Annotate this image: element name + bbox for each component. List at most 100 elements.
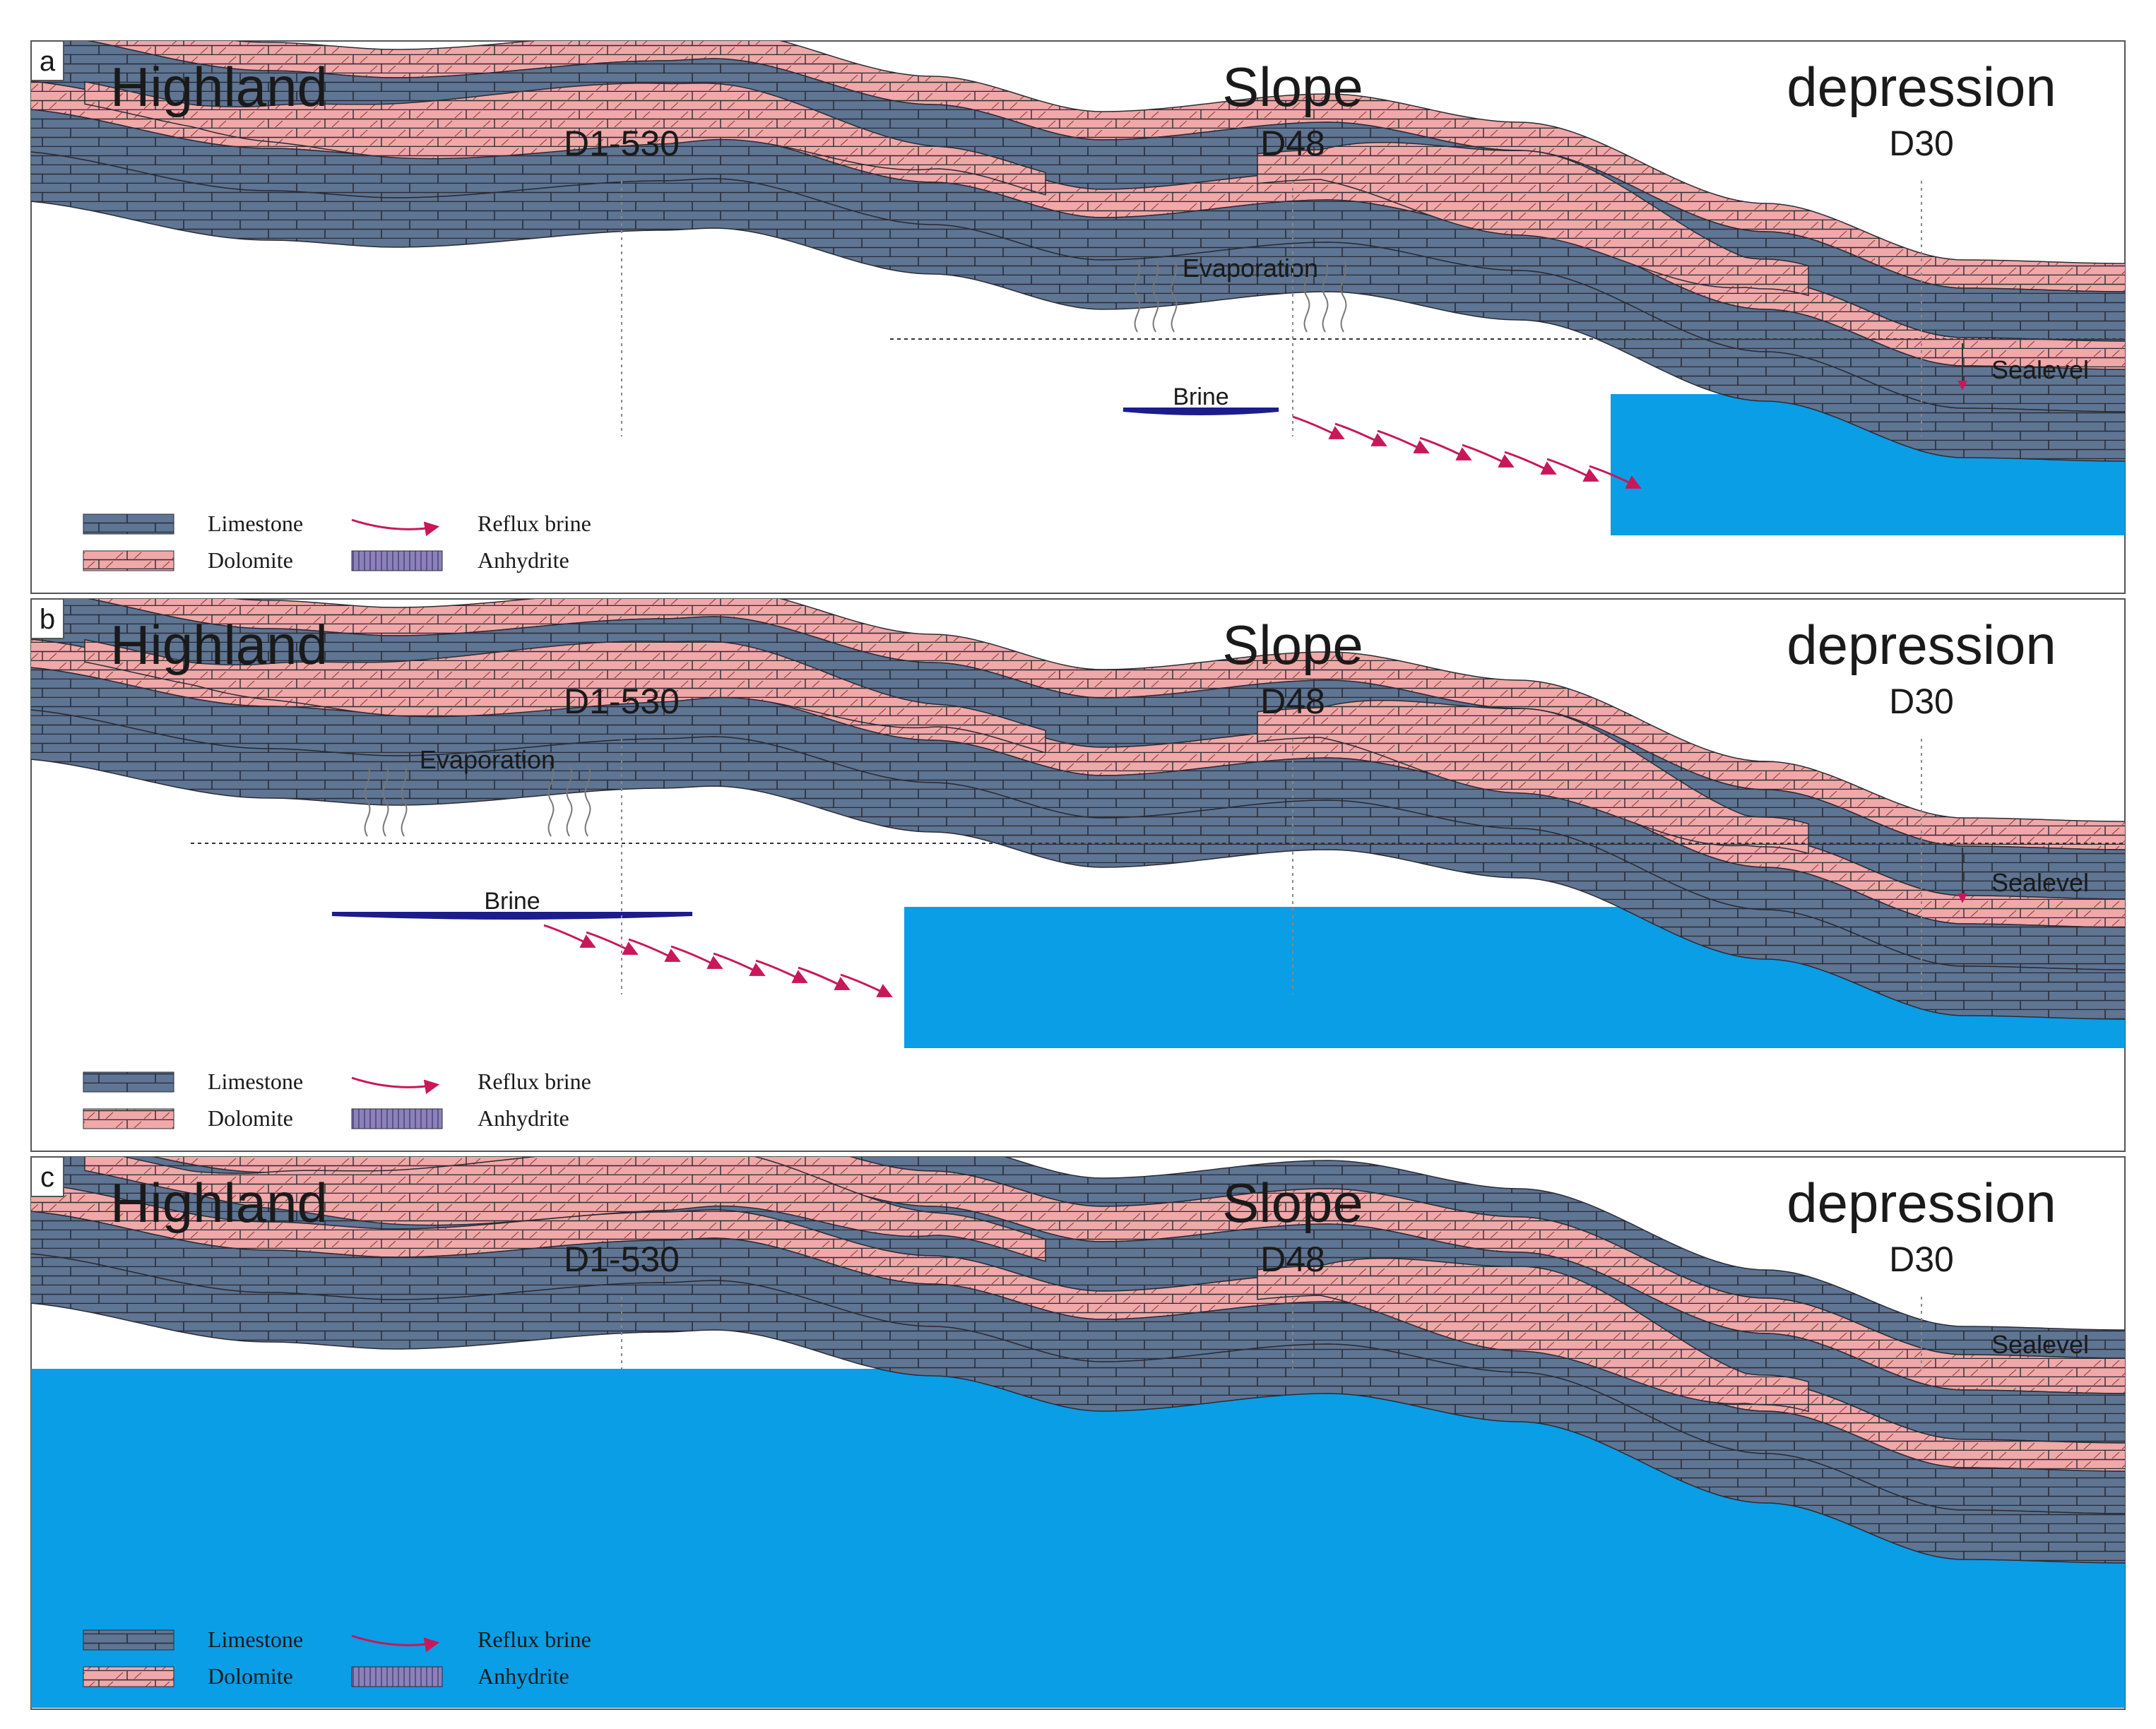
evaporation-wiggle [1322,261,1329,333]
panel-label: b [40,604,55,635]
legend-reflux-swatch [351,518,440,537]
legend-dolomite-label: Dolomite [208,547,293,573]
reflux-brine-arrow [713,952,766,976]
panel-label: a [40,46,56,77]
legend-dolomite-label: Dolomite [208,1105,293,1131]
panel-label-box [30,1156,64,1197]
legend-limestone-label: Limestone [208,1069,303,1094]
panel-label: c [40,1162,54,1193]
panel-c: Sealevel c Highland Slope depression D1-530 D4… [30,1156,2126,1710]
limestone-layer [31,1253,2125,1564]
well-label: D48 [1260,682,1325,721]
legend-anhydrite-label: Anhydrite [478,1663,569,1689]
region-title: depression [1787,614,2056,676]
legend: Limestone Dolomite Reflux brine Anhydrite [83,1069,591,1131]
legend: Limestone Dolomite Reflux brine Anhydrite [83,511,591,573]
evaporation-label: Evaporation [1183,254,1318,283]
strata [31,1157,2125,1708]
legend-reflux-label: Reflux brine [478,511,591,536]
evaporation-wiggle [1152,261,1159,333]
reflux-brine-arrow [1292,415,1345,439]
limestone-layer [850,1157,2125,1359]
evaporation-label: Evaporation [420,745,555,774]
well-label: D30 [1889,124,1954,163]
panel-a: Evaporation Brine Sealevel a Highland Slope de… [30,40,2126,594]
brine-pool [331,912,693,920]
reflux-brine-arrow [840,973,893,997]
well-label: D30 [1889,682,1954,721]
evaporation-wiggle [1340,261,1347,333]
region-title: depression [1787,56,2056,118]
panel-b: Evaporation Brine Sealevel b Highland Slope de… [30,598,2126,1152]
dolomite-lens [1257,699,1809,855]
well-label: D1-530 [564,682,680,721]
brine-label: Brine [484,888,540,915]
legend-limestone-swatch [83,513,174,535]
legend-limestone-swatch [83,1629,174,1651]
legend-dolomite-swatch [83,1108,174,1129]
legend-anhydrite-label: Anhydrite [478,1105,569,1131]
region-title: Slope [1222,614,1363,676]
dolomite-lens [84,81,1046,196]
evaporation-wiggle [1134,261,1141,333]
legend-dolomite-swatch [83,550,174,571]
region-title: Slope [1222,1172,1363,1234]
reflux-brine-arrow [1546,458,1599,482]
region-title: Slope [1222,56,1363,118]
evaporation-wiggle [584,765,591,837]
brine-label: Brine [1173,384,1228,410]
evaporation-wiggle [566,765,573,837]
reflux-brine-arrow [1504,451,1557,475]
legend-reflux-label: Reflux brine [478,1069,591,1094]
evaporation-wiggle [401,765,408,837]
reflux-brine-arrow [1419,436,1472,461]
limestone-layer [31,709,2125,1020]
evaporation-wiggle [382,765,389,837]
region-title: Highland [110,56,328,118]
reflux-brine-arrow [1462,444,1515,468]
legend-anhydrite-label: Anhydrite [478,547,569,573]
region-title: Highland [110,614,328,676]
legend-dolomite-label: Dolomite [208,1663,293,1689]
evaporation-wiggle [364,765,371,837]
well-label: D48 [1260,124,1325,163]
well-label: D1-530 [564,124,680,163]
legend: Limestone Dolomite Reflux brine Anhydrite [83,1627,591,1689]
reflux-brine-arrow [798,966,851,990]
legend-reflux-swatch [351,1076,440,1095]
region-title: Highland [110,1172,328,1234]
strata [31,41,2125,535]
sealevel-label: Sealevel [1991,355,2089,384]
legend-dolomite-swatch [83,1666,174,1687]
reflux-brine-arrow [1589,465,1642,489]
reflux-brine-arrow [543,924,596,948]
dolomite-lens [1257,1257,1809,1413]
strata [31,599,2125,1048]
sealevel-label: Sealevel [1991,868,2089,897]
dolomite-lens [84,638,1046,754]
legend-anhydrite-swatch [351,1666,443,1687]
reflux-brine-arrow [1334,422,1387,446]
panel-label-box [30,40,64,81]
brine-pool [1123,408,1279,415]
reflux-brine-arrow [670,945,723,969]
well-label: D30 [1889,1240,1954,1279]
well-label: D1-530 [564,1240,680,1279]
legend-reflux-swatch [351,1634,440,1653]
legend-anhydrite-swatch [351,1108,443,1129]
legend-reflux-label: Reflux brine [478,1627,591,1652]
evaporation-wiggle [547,765,555,837]
legend-limestone-swatch [83,1071,174,1093]
reflux-brine-arrow [1377,429,1430,453]
limestone-layer [31,151,2125,462]
legend-limestone-label: Limestone [208,1627,303,1652]
region-title: depression [1787,1172,2056,1234]
legend-anhydrite-swatch [351,550,443,571]
reflux-brine-arrow [628,938,681,962]
evaporation-wiggle [1171,261,1178,333]
evaporation-wiggle [1303,261,1310,333]
well-label: D48 [1260,1240,1325,1279]
reflux-brine-arrow [586,931,639,955]
legend-limestone-label: Limestone [208,511,303,536]
